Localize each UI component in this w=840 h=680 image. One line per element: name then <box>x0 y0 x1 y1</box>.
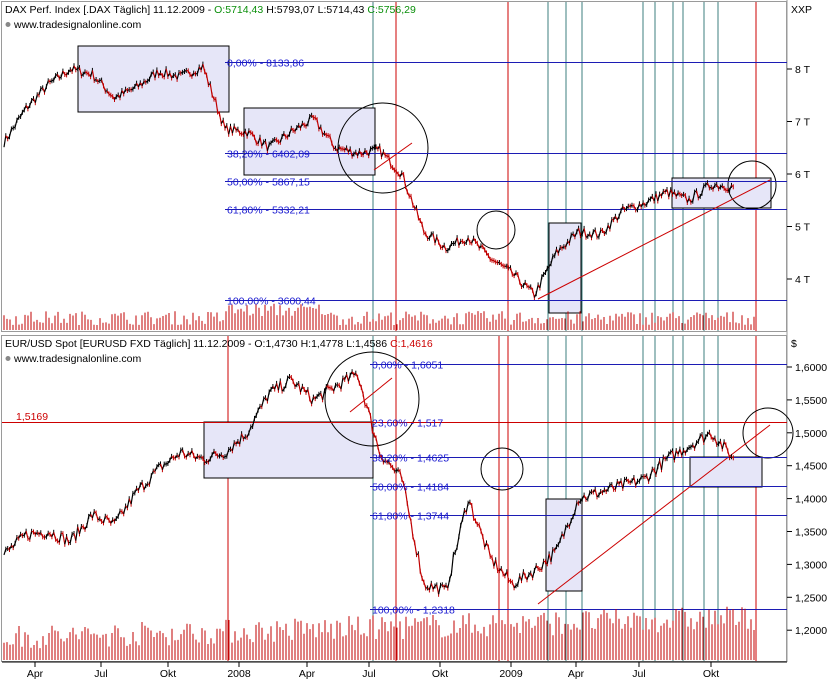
dax-header: DAX Perf. Index [.DAX Täglich] 11.12.200… <box>5 4 416 16</box>
dax-high: H:5793,07 <box>266 4 315 16</box>
time-axis-label: Apr <box>27 668 44 680</box>
eurusd-y-tick-label: 1,3000 <box>795 559 827 571</box>
dax-open: O:5714,43 <box>214 4 263 16</box>
eurusd-y-tick-label: 1,2000 <box>795 625 827 637</box>
time-axis-label: 2009 <box>499 668 523 680</box>
eurusd-y-tick-label: 1,2500 <box>795 592 827 604</box>
eurusd-trendline <box>349 377 393 413</box>
eurusd-unit: $ <box>791 338 797 350</box>
time-axis-label: Apr <box>568 668 585 680</box>
fibonacci-lines <box>2 62 787 610</box>
dax-volume-bars <box>3 303 755 330</box>
eurusd-y-tick-label: 1,3500 <box>795 527 827 539</box>
fibonacci-labels: 0,00% - 8133,86 38,20% - 6402,09 50,00% - … <box>227 58 455 617</box>
eurusd-header: EUR/USD Spot [EURUSD FXD Täglich] 11.12.… <box>5 338 433 350</box>
dax-low: L:5714,43 <box>318 4 365 16</box>
dax-close: C:5756,29 <box>367 4 416 16</box>
dax-trendline <box>373 142 413 171</box>
eurusd-fib-label: 61,80% - 1,3744 <box>372 511 449 523</box>
price-axis-ticks: 4 T 5 T 6 T 7 T 8 T 1,6000 1,5500 1,5000 1,4500 1… <box>787 64 827 637</box>
dax-consolidation-box <box>671 177 772 209</box>
dax-highlight-circle <box>337 102 429 194</box>
dax-y-tick-label: 8 T <box>795 64 811 76</box>
eurusd-y-tick-label: 1,5500 <box>795 395 827 407</box>
dax-source: www.tradesignalonline.com <box>13 19 141 31</box>
dax-fib-label: 100,00% - 3600,44 <box>227 296 316 308</box>
eurusd-fib-label: 38,20% - 1,4625 <box>372 453 449 465</box>
eurusd-high: H:1,4778 <box>301 338 344 350</box>
eurusd-highlight-circle <box>742 407 794 459</box>
time-axis-label: Jul <box>94 668 107 680</box>
dax-unit: XXP <box>791 4 812 16</box>
eurusd-price-segment <box>369 415 373 432</box>
eurusd-close: C:1,4616 <box>390 338 433 350</box>
dax-source-bullet-icon <box>5 22 11 27</box>
eurusd-y-tick-label: 1,5000 <box>795 428 827 440</box>
eurusd-y-tick-label: 1,6000 <box>795 362 827 374</box>
eurusd-header-prefix: EUR/USD Spot [EURUSD FXD Täglich] 11.12.… <box>5 338 254 350</box>
eurusd-y-tick-label: 1,4000 <box>795 494 827 506</box>
time-axis-label: Okt <box>432 668 448 680</box>
time-axis: Apr Jul Okt 2008 Apr Jul Okt 2009 Apr Jul Okt <box>2 661 787 680</box>
dax-highlight-circle <box>476 210 516 250</box>
dax-header-prefix: DAX Perf. Index [.DAX Täglich] 11.12.200… <box>5 4 214 16</box>
dax-y-tick-label: 7 T <box>795 117 811 129</box>
dax-fib-label: 38,20% - 6402,09 <box>227 149 310 161</box>
dax-fib-label: 61,80% - 5332,21 <box>227 205 310 217</box>
time-axis-label: 2008 <box>227 668 251 680</box>
eurusd-highlight-circle <box>324 351 420 447</box>
dax-fib-label: 0,00% - 8133,86 <box>227 58 304 70</box>
eurusd-low: L:1,4586 <box>346 338 387 350</box>
eurusd-source: www.tradesignalonline.com <box>13 353 141 365</box>
time-axis-label: Okt <box>160 668 176 680</box>
eurusd-open: O:1,4730 <box>254 338 297 350</box>
eurusd-highlight-circle <box>480 447 524 491</box>
dax-y-tick-label: 6 T <box>795 169 811 181</box>
price-series <box>3 61 734 597</box>
dax-y-tick-label: 5 T <box>795 222 811 234</box>
eurusd-consolidation-box <box>545 498 583 592</box>
eurusd-fib-label: 0,00% - 1,6051 <box>372 360 443 372</box>
eurusd-fib-label: 50,00% - 1,4184 <box>372 482 449 494</box>
time-axis-label: Jul <box>362 668 375 680</box>
eurusd-fib-label: 23,60% - 1,517 <box>372 418 443 430</box>
eurusd-fib-label: 100,00% - 1,2318 <box>372 605 455 617</box>
dax-trendline <box>537 179 771 300</box>
time-axis-label: Apr <box>299 668 316 680</box>
dax-y-tick-label: 4 T <box>795 274 811 286</box>
eurusd-volume-bars <box>3 606 755 660</box>
eurusd-y-tick-label: 1,4500 <box>795 461 827 473</box>
dax-consolidation-box <box>77 45 230 113</box>
time-axis-label: Jul <box>632 668 645 680</box>
eurusd-consolidation-box <box>689 456 763 488</box>
eurusd-price-segment <box>410 521 414 537</box>
eurusd-price-segment <box>450 554 454 574</box>
eurusd-source-bullet-icon <box>5 356 11 361</box>
eurusd-price-segment <box>417 553 421 572</box>
eurusd-level-label: 1,5169 <box>16 411 48 423</box>
eurusd-consolidation-box <box>203 421 374 479</box>
dax-fib-label: 50,00% - 5867,15 <box>227 177 310 189</box>
dax-consolidation-box <box>548 222 582 314</box>
time-axis-label: Okt <box>703 668 719 680</box>
